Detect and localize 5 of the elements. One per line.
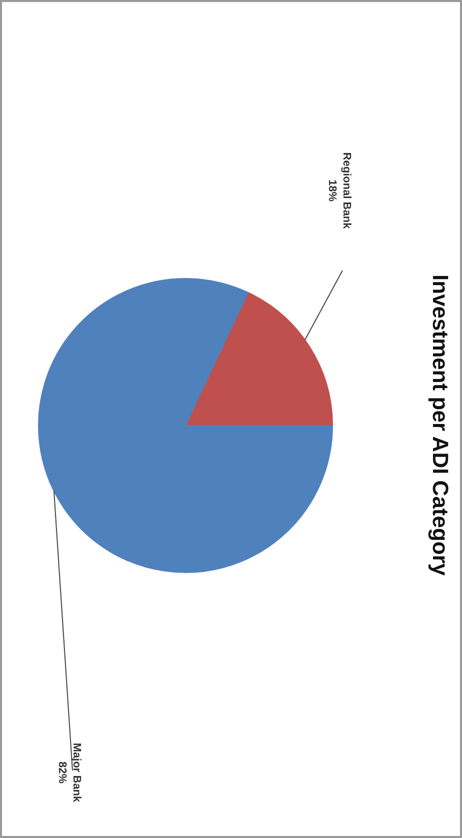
data-label: 18%	[326, 179, 338, 202]
text: Investment per ADI Category	[428, 274, 453, 576]
data-label: 82%	[56, 761, 68, 784]
slice-label: Regional Bank	[340, 152, 352, 230]
slice-label: Major Bank	[70, 742, 82, 804]
